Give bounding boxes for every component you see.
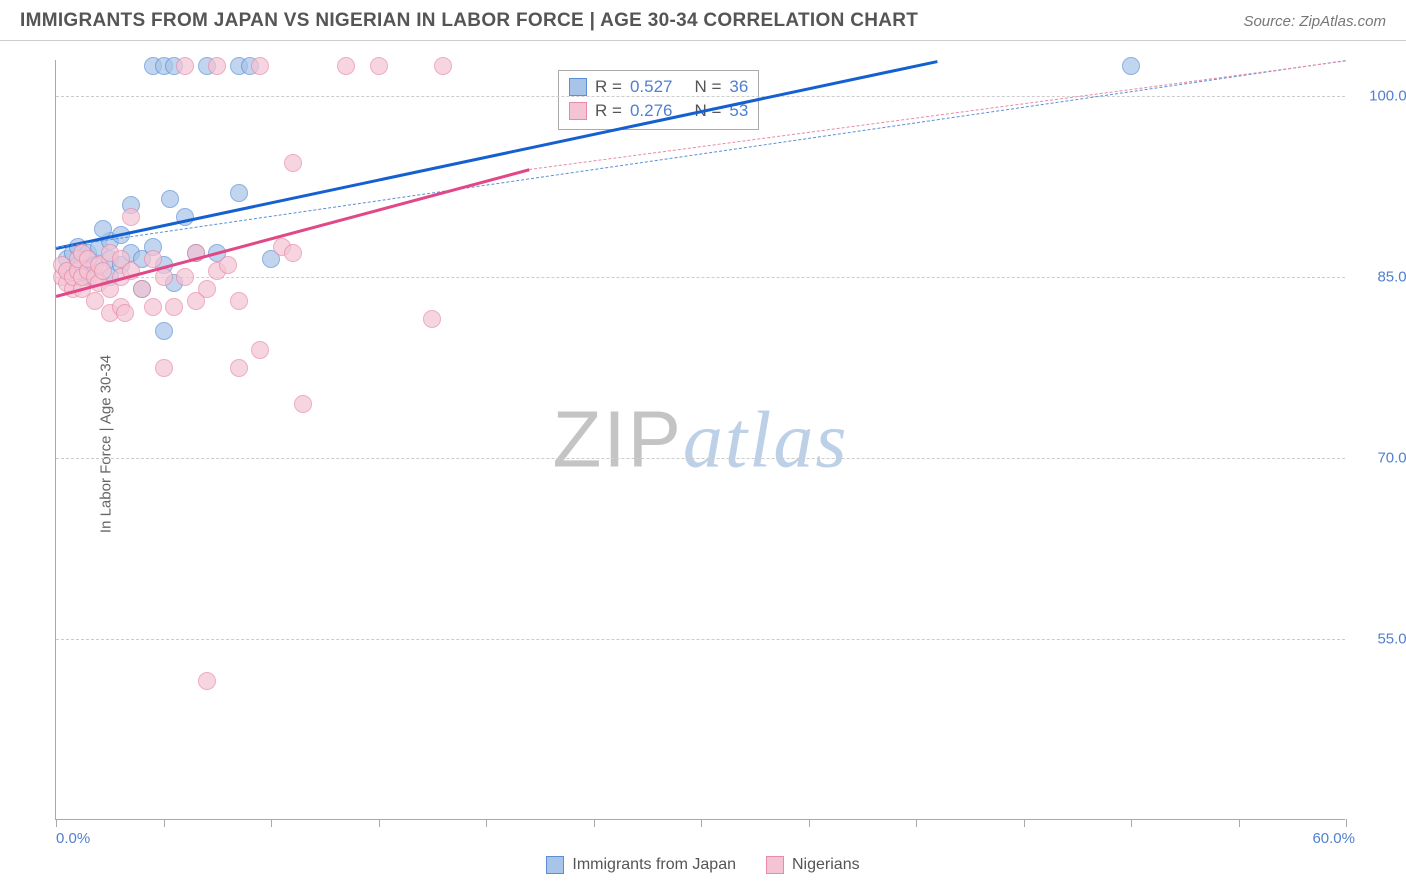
stats-r-label: R =: [595, 101, 622, 121]
data-point-nigerians: [251, 57, 269, 75]
data-point-nigerians: [337, 57, 355, 75]
data-point-nigerians: [94, 262, 112, 280]
data-point-nigerians: [122, 208, 140, 226]
legend-item-nigerians: Nigerians: [766, 856, 860, 874]
x-tick: [701, 819, 702, 827]
data-point-nigerians: [284, 244, 302, 262]
watermark: ZIPatlas: [552, 393, 848, 486]
trend-line: [56, 60, 938, 250]
y-tick-label: 85.0%: [1377, 269, 1406, 286]
y-tick-label: 55.0%: [1377, 631, 1406, 648]
legend-label-japan: Immigrants from Japan: [572, 856, 736, 874]
x-tick: [486, 819, 487, 827]
data-point-nigerians: [165, 298, 183, 316]
stats-r-japan: 0.527: [630, 77, 673, 97]
x-tick: [594, 819, 595, 827]
x-tick: [56, 819, 57, 827]
stats-r-label: R =: [595, 77, 622, 97]
watermark-atlas: atlas: [683, 396, 849, 484]
data-point-nigerians: [251, 341, 269, 359]
x-tick: [1346, 819, 1347, 827]
y-tick-label: 100.0%: [1369, 88, 1406, 105]
watermark-zip: ZIP: [552, 394, 682, 483]
legend-swatch-japan: [546, 856, 564, 874]
x-tick: [916, 819, 917, 827]
data-point-nigerians: [198, 672, 216, 690]
data-point-nigerians: [219, 256, 237, 274]
legend-item-japan: Immigrants from Japan: [546, 856, 736, 874]
swatch-nigerians: [569, 102, 587, 120]
data-point-nigerians: [230, 359, 248, 377]
data-point-nigerians: [208, 57, 226, 75]
data-point-nigerians: [176, 57, 194, 75]
data-point-nigerians: [230, 292, 248, 310]
data-point-nigerians: [176, 268, 194, 286]
x-tick: [1239, 819, 1240, 827]
data-point-nigerians: [198, 280, 216, 298]
legend-label-nigerians: Nigerians: [792, 856, 860, 874]
swatch-japan: [569, 78, 587, 96]
data-point-nigerians: [144, 298, 162, 316]
data-point-japan: [161, 190, 179, 208]
x-axis-max-label: 60.0%: [1312, 830, 1355, 847]
x-tick: [1131, 819, 1132, 827]
chart-area: In Labor Force | Age 30-34 ZIPatlas R = …: [55, 50, 1386, 837]
x-axis-min-label: 0.0%: [56, 830, 90, 847]
data-point-japan: [230, 184, 248, 202]
data-point-nigerians: [86, 292, 104, 310]
gridline: [56, 96, 1345, 97]
data-point-nigerians: [370, 57, 388, 75]
chart-title: IMMIGRANTS FROM JAPAN VS NIGERIAN IN LAB…: [20, 10, 918, 32]
x-tick: [271, 819, 272, 827]
y-tick-label: 70.0%: [1377, 450, 1406, 467]
data-point-nigerians: [423, 310, 441, 328]
source-label: Source: ZipAtlas.com: [1243, 13, 1386, 30]
data-point-nigerians: [144, 250, 162, 268]
data-point-nigerians: [133, 280, 151, 298]
x-tick: [1024, 819, 1025, 827]
x-tick: [809, 819, 810, 827]
x-tick: [164, 819, 165, 827]
gridline: [56, 458, 1345, 459]
data-point-nigerians: [434, 57, 452, 75]
data-point-nigerians: [284, 154, 302, 172]
stats-n-label: N =: [694, 77, 721, 97]
bottom-legend: Immigrants from Japan Nigerians: [0, 856, 1406, 874]
data-point-nigerians: [116, 304, 134, 322]
data-point-japan: [1122, 57, 1140, 75]
data-point-nigerians: [294, 395, 312, 413]
stats-n-japan: 36: [729, 77, 748, 97]
data-point-nigerians: [155, 359, 173, 377]
gridline: [56, 639, 1345, 640]
data-point-japan: [155, 322, 173, 340]
plot-area: ZIPatlas R = 0.527 N = 36 R = 0.276 N = …: [55, 60, 1345, 820]
gridline: [56, 277, 1345, 278]
x-tick: [379, 819, 380, 827]
legend-swatch-nigerians: [766, 856, 784, 874]
